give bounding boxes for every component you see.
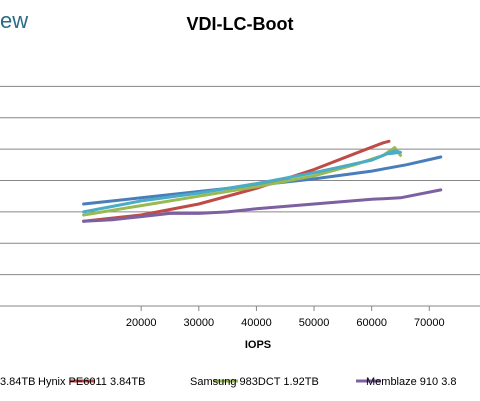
x-tick-label: 40000 xyxy=(241,317,272,329)
brand-logo-text: ew xyxy=(0,8,29,33)
x-tick-labels: 20000 30000 40000 50000 60000 70000 xyxy=(126,306,445,329)
chart-title: VDI-LC-Boot xyxy=(186,14,294,34)
x-tick-label: 20000 xyxy=(126,317,157,329)
series-line xyxy=(82,149,402,214)
x-tick-label: 50000 xyxy=(299,317,330,329)
series-line xyxy=(82,188,443,223)
legend-label: Samsung 983DCT 1.92TB xyxy=(190,376,319,388)
legend-label: 3.84TB xyxy=(0,376,35,388)
series-line xyxy=(82,139,391,223)
x-tick-label: 70000 xyxy=(414,317,445,329)
legend-label: Memblaze 910 3.8 xyxy=(366,376,457,388)
x-tick-label: 60000 xyxy=(356,317,387,329)
legend: 3.84TB Hynix PE6011 3.84TB Samsung 983DCT … xyxy=(0,376,457,388)
gridlines xyxy=(0,85,480,307)
x-axis-label: IOPS xyxy=(245,339,271,351)
legend-label: Hynix PE6011 3.84TB xyxy=(38,376,145,388)
series-line xyxy=(82,146,402,217)
series-lines xyxy=(82,139,443,223)
x-tick-label: 30000 xyxy=(184,317,215,329)
